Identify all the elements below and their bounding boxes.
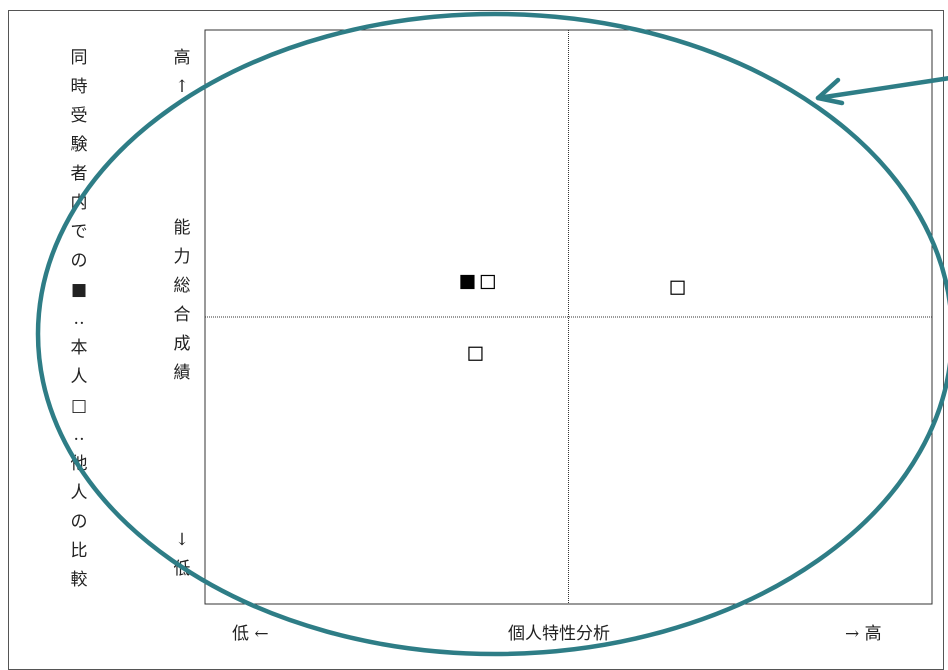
vertical-glyph: の <box>70 251 88 271</box>
highlight-ellipse <box>35 11 948 657</box>
other-marker <box>670 280 685 295</box>
vertical-glyph: □ <box>70 396 88 416</box>
vertical-glyph: 本 <box>70 338 88 358</box>
vertical-glyph: ‥ <box>73 425 85 445</box>
x-high-label: → 高 <box>845 624 882 644</box>
vertical-glyph: 力 <box>173 247 191 267</box>
y-high-label: 高 ↑ <box>170 44 194 102</box>
annotation-overlay <box>35 11 948 657</box>
vertical-glyph: 人 <box>70 483 88 503</box>
self-marker <box>460 274 475 290</box>
vertical-glyph: 績 <box>173 363 191 383</box>
vertical-glyph: ↓ <box>174 530 190 550</box>
quadrant-lines <box>205 30 932 604</box>
x-low-label: 低 ← <box>232 624 269 644</box>
vertical-glyph: 同 <box>70 48 88 68</box>
other-marker <box>468 346 483 361</box>
vertical-glyph: 時 <box>70 77 88 97</box>
y-axis-title: 能力総合成績 <box>170 214 194 388</box>
data-points <box>460 274 685 361</box>
x-axis-title: 個人特性分析 <box>508 624 610 644</box>
vertical-glyph: 人 <box>70 367 88 387</box>
vertical-glyph: ‥ <box>73 309 85 329</box>
vertical-glyph: 能 <box>173 218 191 238</box>
vertical-glyph: 者 <box>70 164 88 184</box>
vertical-glyph: の <box>70 512 88 532</box>
side-note: 同時受験者内での ■ ‥ 本人 □ ‥ 他人の比較 <box>67 44 91 595</box>
vertical-glyph: 合 <box>173 305 191 325</box>
vertical-glyph: 高 <box>173 48 191 68</box>
vertical-glyph: 験 <box>70 135 88 155</box>
vertical-glyph: 較 <box>70 570 88 590</box>
vertical-glyph: 受 <box>70 106 88 126</box>
vertical-glyph: ↑ <box>174 77 190 97</box>
vertical-glyph: ■ <box>70 280 88 300</box>
other-marker <box>480 274 495 290</box>
arrow-shaft <box>815 76 948 101</box>
arrow-head <box>815 77 845 106</box>
vertical-glyph: 成 <box>173 334 191 354</box>
vertical-glyph: 総 <box>173 276 191 296</box>
vertical-glyph: 比 <box>70 541 88 561</box>
vertical-glyph: で <box>70 222 88 242</box>
